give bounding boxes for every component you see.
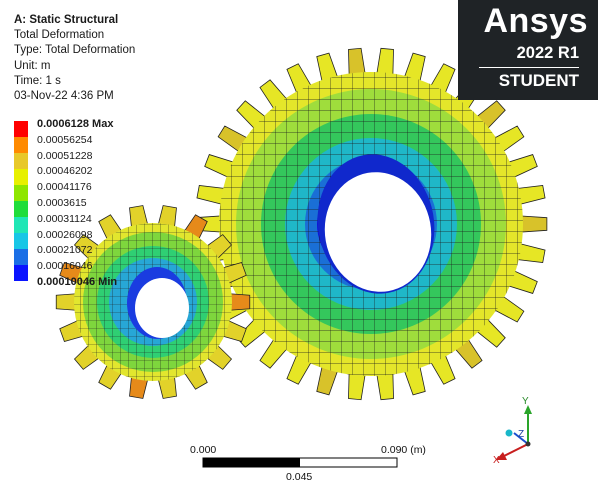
scale-right-label: 0.090 (m) [381,444,426,456]
ansys-version: 2022 R1 [516,44,579,62]
legend-level-label: 0.00021072 [37,244,93,257]
legend-swatch [14,217,28,233]
legend-level-label: 0.00031124 [37,212,92,225]
student-edition-label: STUDENT [498,71,579,90]
analysis-title: A: Static Structural [14,14,119,26]
result-name: Total Deformation [14,29,105,42]
ansys-logo-text: Ansys [483,2,588,40]
result-date: 03-Nov-22 4:36 PM [14,90,114,103]
legend-level-label: 0.00051228 [37,149,93,162]
legend-color-bar [14,121,28,281]
legend-max-label: 0.0006128 Max [37,118,114,130]
result-info-panel: A: Static Structural Total Deformation T… [14,13,135,104]
legend-swatch [14,233,28,249]
legend-swatch [14,201,28,217]
legend-level-label: 0.00026098 [37,228,93,241]
legend-level-label: 0.00016046 [37,260,93,273]
scale-left-label: 0.000 [190,444,217,456]
legend-level-label: 0.0003615 [37,197,87,209]
small-gear-model[interactable] [55,205,251,399]
legend-min-label: 0.00010046 Min [37,276,118,288]
triad-x-label: X [493,455,500,466]
legend-swatch [14,185,28,201]
result-time: Time: 1 s [14,74,61,87]
legend-level-label: 0.00056254 [37,133,93,146]
ansys-brand-panel: Ansys 2022 R1 STUDENT [458,0,598,100]
legend-swatch [14,265,28,281]
legend-swatch [14,137,28,153]
triad-z-label: Z [518,429,524,440]
legend-swatch [14,249,28,265]
result-type: Type: Total Deformation [14,44,136,57]
scale-ruler [202,457,398,468]
brand-divider [479,67,579,68]
legend-swatch [14,153,28,169]
result-unit: Unit: m [14,59,51,72]
legend-level-label: 0.00041176 [37,181,92,194]
large-gear-model[interactable] [194,47,548,401]
triad-y-label: Y [522,396,529,407]
scale-mid-label: 0.045 [286,471,313,483]
legend-swatch [14,121,28,137]
legend-swatch [14,169,28,185]
coordinate-triad: Y Z X [493,396,532,466]
legend-level-label: 0.00046202 [37,165,93,178]
